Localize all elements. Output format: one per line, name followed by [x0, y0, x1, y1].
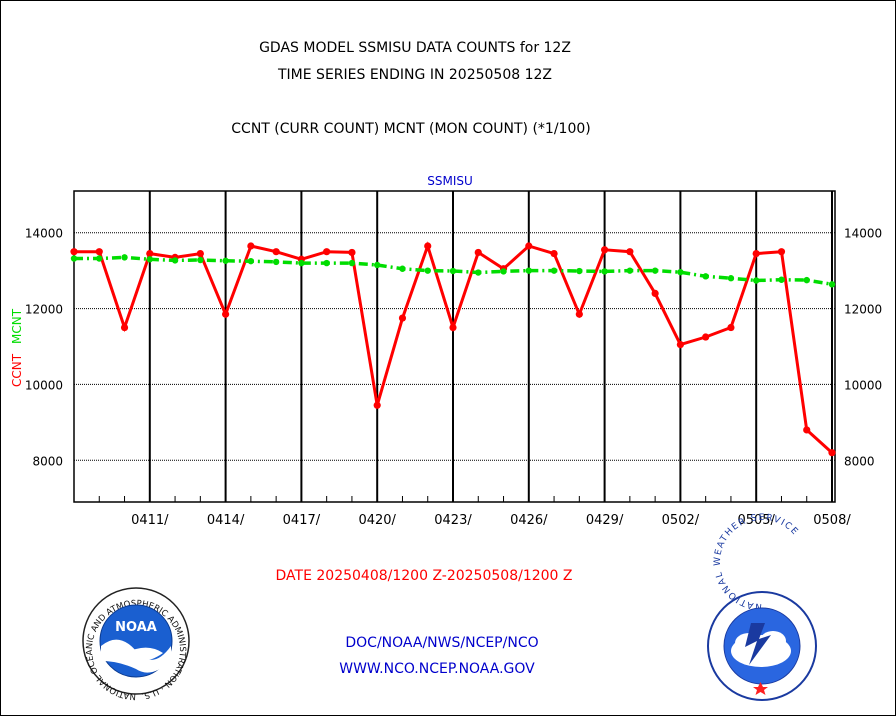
- noaa-logo-text: NOAA: [115, 620, 157, 635]
- data-point-ccnt: [727, 323, 735, 332]
- data-point-ccnt: [70, 248, 78, 256]
- data-point-ccnt: [348, 248, 356, 257]
- x-tick-label: 0505/: [737, 513, 775, 528]
- data-point-mcnt: [525, 267, 532, 274]
- data-point-mcnt: [500, 268, 507, 275]
- y-tick-label-left: 14000: [25, 227, 63, 241]
- x-tick-label: 0502/: [662, 513, 700, 528]
- data-point-ccnt: [146, 249, 154, 258]
- data-point-mcnt: [323, 259, 330, 267]
- y-tick-label-left: 10000: [25, 378, 63, 392]
- data-point-mcnt: [828, 281, 836, 288]
- data-point-mcnt: [702, 273, 709, 280]
- y-tick-label-right: 14000: [844, 227, 882, 241]
- data-point-ccnt: [424, 242, 432, 250]
- footer-link-doc[interactable]: DOC/NOAA/NWS/NCEP/NCO: [345, 635, 538, 651]
- x-tick-label: 0426/: [510, 513, 548, 528]
- data-point-mcnt: [550, 267, 558, 274]
- data-point-ccnt: [323, 248, 331, 256]
- data-point-mcnt: [96, 255, 103, 262]
- data-point-ccnt: [196, 249, 204, 258]
- data-point-mcnt: [424, 267, 431, 274]
- data-point-mcnt: [677, 268, 684, 276]
- y-tick-label-right: 8000: [844, 454, 875, 468]
- data-point-ccnt: [702, 333, 710, 341]
- data-point-ccnt: [525, 242, 533, 250]
- data-point-ccnt: [777, 248, 786, 256]
- data-point-ccnt: [95, 248, 103, 256]
- chart-subtitle: CCNT (CURR COUNT) MCNT (MON COUNT) (*1/1…: [231, 121, 590, 137]
- data-point-ccnt: [120, 323, 129, 332]
- y-tick-label-right: 12000: [844, 303, 882, 317]
- data-point-mcnt: [475, 269, 482, 276]
- x-tick-label: 0429/: [586, 513, 624, 528]
- data-point-mcnt: [601, 268, 608, 275]
- data-point-ccnt: [550, 249, 558, 258]
- data-point-ccnt: [752, 249, 760, 258]
- data-point-ccnt: [626, 248, 634, 256]
- x-tick-label: 0417/: [283, 513, 321, 528]
- nws-logo: NATIONAL WEATHER SERVICE: [707, 513, 817, 701]
- footer-link-website[interactable]: WWW.NCO.NCEP.NOAA.GOV: [339, 661, 535, 677]
- data-point-ccnt: [373, 401, 381, 409]
- x-tick-label: 0420/: [358, 513, 396, 528]
- data-point-mcnt: [626, 267, 634, 274]
- x-tick-label: 0414/: [207, 513, 245, 528]
- y-axis-labels: CCNT MCNT: [10, 308, 24, 387]
- y-tick-label-right: 10000: [844, 378, 882, 392]
- data-point-mcnt: [298, 259, 305, 267]
- data-point-mcnt: [348, 259, 356, 267]
- data-point-mcnt: [753, 277, 760, 284]
- data-point-mcnt: [727, 275, 735, 282]
- data-point-mcnt: [399, 265, 406, 272]
- data-point-mcnt: [374, 261, 381, 269]
- data-point-mcnt: [778, 276, 785, 283]
- data-point-mcnt: [272, 258, 280, 266]
- plot-title: SSMISU: [427, 174, 473, 188]
- data-point-ccnt: [247, 242, 255, 250]
- data-point-ccnt: [272, 248, 280, 256]
- date-range-label: DATE 20250408/1200 Z-20250508/1200 Z: [276, 568, 573, 584]
- data-point-mcnt: [803, 276, 810, 284]
- chart-title-line2: TIME SERIES ENDING IN 20250508 12Z: [277, 67, 552, 83]
- data-point-ccnt: [803, 426, 811, 434]
- y-tick-label-left: 8000: [32, 454, 63, 468]
- ylabel-mcnt: MCNT: [10, 308, 24, 344]
- data-point-ccnt: [474, 248, 482, 257]
- data-point-ccnt: [449, 323, 457, 332]
- data-point-ccnt: [676, 341, 685, 349]
- plot-border: [73, 190, 836, 503]
- data-point-mcnt: [171, 257, 179, 264]
- data-point-mcnt: [146, 256, 153, 263]
- data-point-ccnt: [828, 449, 836, 457]
- chart-title-line1: GDAS MODEL SSMISU DATA COUNTS for 12Z: [259, 40, 571, 56]
- ylabel-ccnt: CCNT: [10, 353, 24, 387]
- data-point-mcnt: [449, 267, 457, 275]
- data-point-mcnt: [247, 257, 255, 265]
- x-tick-label: 0423/: [434, 513, 472, 528]
- data-point-ccnt: [575, 310, 583, 318]
- data-point-mcnt: [197, 256, 204, 264]
- data-point-ccnt: [222, 310, 230, 318]
- data-point-ccnt: [651, 289, 659, 298]
- data-point-mcnt: [222, 257, 229, 264]
- plot-area: 8000 8000 10000 10000 12000 12000 14000 14000 04…: [25, 190, 882, 528]
- y-tick-label-left: 12000: [25, 303, 63, 317]
- data-point-mcnt: [651, 267, 659, 274]
- data-point-ccnt: [398, 314, 407, 322]
- data-point-mcnt: [576, 267, 583, 275]
- x-tick-label: 0411/: [131, 513, 169, 528]
- data-point-mcnt: [70, 255, 78, 262]
- noaa-logo: NATIONAL OCEANIC AND ATMOSPHERIC ADMINIS…: [1, 1, 190, 701]
- data-point-ccnt: [601, 246, 609, 254]
- x-tick-label: 0508/: [813, 513, 851, 528]
- data-point-mcnt: [121, 254, 128, 261]
